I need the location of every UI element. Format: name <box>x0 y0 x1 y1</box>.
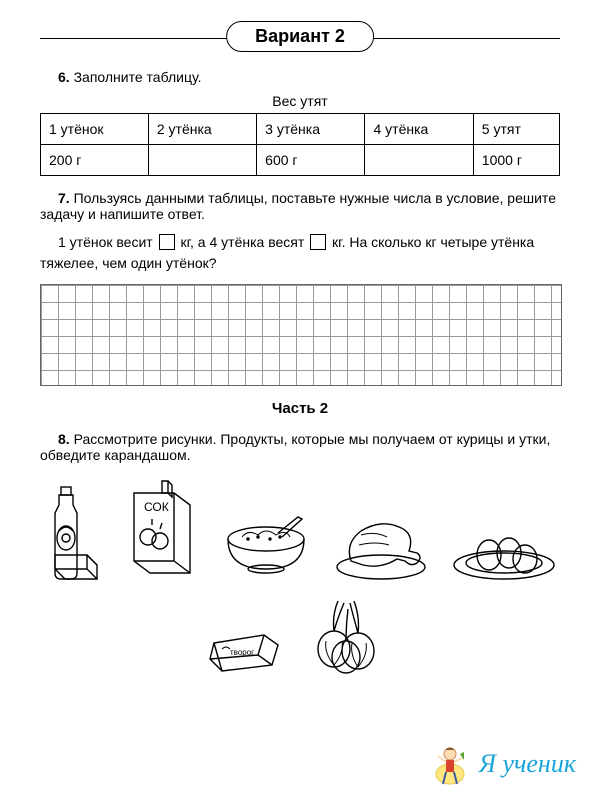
porridge-bowl-icon <box>218 513 313 583</box>
footer-logo: Я ученик <box>432 744 576 788</box>
task7-num: 7. <box>58 190 70 206</box>
meat-plate-icon <box>331 513 431 583</box>
td: 600 г <box>257 145 365 176</box>
task6: 6. Заполните таблицу. <box>40 69 560 85</box>
blank-box[interactable] <box>159 234 175 250</box>
th: 5 утят <box>473 114 559 145</box>
th: 3 утёнка <box>257 114 365 145</box>
juice-label: СОК <box>144 500 169 514</box>
variant-badge: Вариант 2 <box>226 21 374 52</box>
task7: 7. Пользуясь данными таблицы, поставьте … <box>40 190 560 222</box>
th: 1 утёнок <box>41 114 149 145</box>
onions-icon <box>304 595 394 675</box>
td: 1000 г <box>473 145 559 176</box>
part2-title: Часть 2 <box>40 400 560 417</box>
td <box>148 145 256 176</box>
table-row: 200 г 600 г 1000 г <box>41 145 560 176</box>
task8: 8. Рассмотрите рисунки. Продукты, которы… <box>40 431 560 463</box>
th: 2 утёнка <box>148 114 256 145</box>
task8-text: Рассмотрите рисунки. Продукты, которые м… <box>40 431 550 463</box>
table-caption: Вес утят <box>40 93 560 109</box>
butter-and-bottle-group <box>49 473 104 583</box>
td: 200 г <box>41 145 149 176</box>
blank-box[interactable] <box>310 234 326 250</box>
task6-text: Заполните таблицу. <box>74 69 202 85</box>
problem-part: 1 утёнок весит <box>58 234 153 250</box>
kid-icon <box>432 744 468 788</box>
footer-text: Я ученик <box>479 749 576 778</box>
task6-num: 6. <box>58 69 70 85</box>
task8-num: 8. <box>58 431 70 447</box>
table-row: 1 утёнок 2 утёнка 3 утёнка 4 утёнка 5 ут… <box>41 114 560 145</box>
ducklings-table: 1 утёнок 2 утёнка 3 утёнка 4 утёнка 5 ут… <box>40 113 560 176</box>
tvorog-label: творог <box>230 648 254 657</box>
eggs-plate-icon <box>449 523 559 583</box>
juice-box-icon: СОК <box>122 473 200 583</box>
problem-part: кг, а 4 утёнка весят <box>181 234 305 250</box>
answer-grid[interactable] <box>40 284 562 386</box>
header-rule: Вариант 2 <box>40 38 560 39</box>
pictures-area: СОК <box>40 473 560 675</box>
th: 4 утёнка <box>365 114 473 145</box>
td <box>365 145 473 176</box>
tvorog-pack-icon: творог <box>206 625 286 675</box>
task7-text: Пользуясь данными таблицы, поставьте нуж… <box>40 190 556 222</box>
task7-problem: 1 утёнок весит кг, а 4 утёнка весят кг. … <box>40 232 560 274</box>
